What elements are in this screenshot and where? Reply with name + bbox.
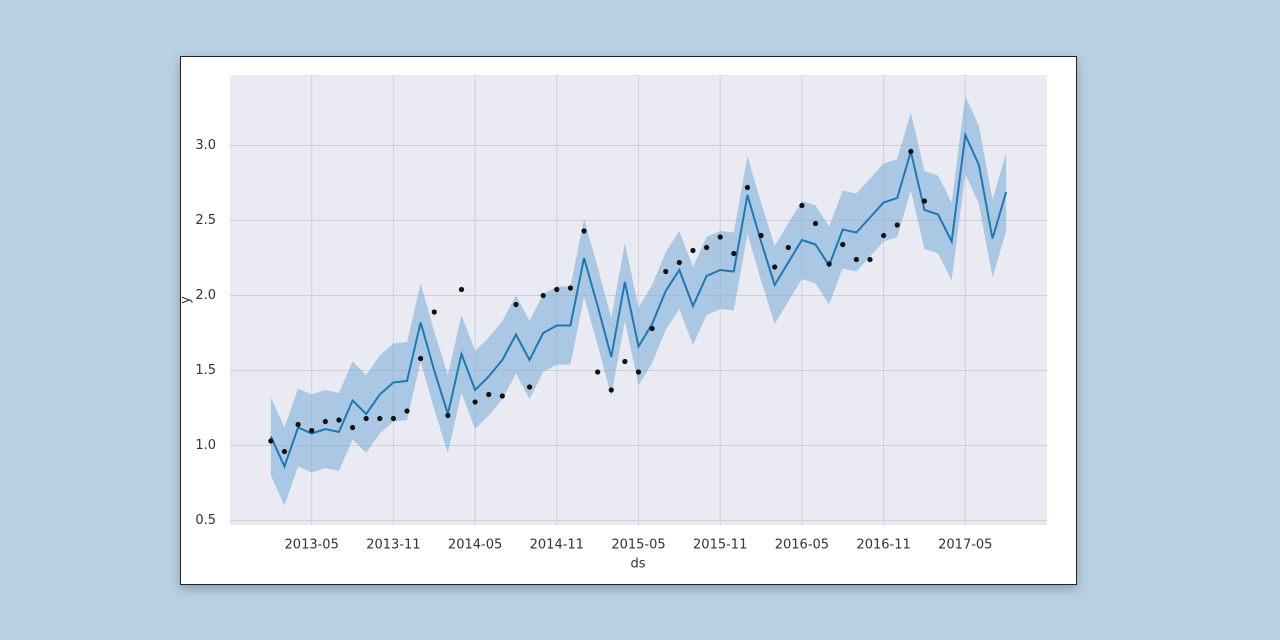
observed-point: [881, 232, 887, 239]
observed-point: [812, 220, 819, 227]
observed-point: [608, 387, 614, 393]
observed-point: [840, 241, 846, 248]
x-tick-label: 2015-11: [693, 538, 747, 553]
observed-point: [349, 424, 356, 431]
observed-point: [458, 286, 465, 293]
observed-point: [894, 222, 900, 228]
observed-point: [445, 412, 451, 419]
observed-point: [595, 369, 601, 375]
uncertainty-band: [270, 96, 1007, 506]
observed-point: [690, 247, 696, 254]
observed-point: [826, 261, 832, 267]
observed-point: [336, 417, 342, 423]
x-tick-label: 2013-05: [285, 538, 339, 553]
y-tick-label: 1.5: [195, 363, 216, 378]
observed-point: [390, 415, 396, 422]
observed-point: [295, 421, 301, 428]
observed-point: [867, 256, 873, 263]
observed-point: [744, 184, 751, 191]
observed-point: [772, 264, 778, 270]
observed-point: [472, 399, 478, 405]
observed-point: [418, 355, 424, 362]
y-tick-label: 3.0: [195, 138, 216, 153]
observed-point: [622, 358, 628, 365]
observed-point: [703, 244, 710, 251]
y-tick-label: 2.0: [195, 288, 216, 303]
x-tick-label: 2017-05: [938, 538, 992, 553]
observed-point: [908, 148, 914, 155]
y-tick-label: 0.5: [195, 513, 216, 528]
observed-point: [513, 301, 519, 308]
x-tick-label: 2014-11: [530, 538, 584, 553]
observed-point: [758, 232, 764, 239]
observed-point: [526, 384, 533, 390]
x-axis-label: ds: [630, 557, 645, 572]
x-tick-label: 2013-11: [366, 538, 420, 553]
observed-point: [921, 198, 928, 204]
observed-point: [431, 309, 437, 315]
observed-point: [322, 418, 328, 425]
observed-point: [731, 250, 737, 257]
observed-point: [363, 415, 369, 422]
observed-point: [663, 268, 669, 275]
x-tick-label: 2014-05: [448, 538, 502, 553]
observed-point: [540, 292, 546, 299]
observed-point: [785, 244, 791, 251]
forecast-line: [269, 131, 1008, 470]
observed-point: [268, 438, 274, 444]
observed-point: [853, 256, 859, 263]
observed-point: [635, 369, 642, 375]
observed-point: [717, 234, 723, 240]
observed-point: [554, 286, 560, 293]
observed-point: [581, 228, 587, 234]
observed-point: [309, 427, 315, 434]
observed-point: [676, 259, 682, 266]
y-axis-label: y: [179, 296, 194, 304]
x-tick-label: 2015-05: [611, 538, 665, 553]
observed-point: [799, 202, 805, 209]
observed-point: [377, 415, 383, 422]
observed-point: [486, 391, 492, 398]
observed-point: [404, 408, 410, 414]
y-tick-label: 2.5: [195, 213, 216, 228]
observed-point: [281, 448, 288, 455]
x-tick-label: 2016-11: [856, 538, 910, 553]
observed-point: [649, 325, 655, 332]
observed-point: [567, 285, 574, 291]
x-tick-label: 2016-05: [775, 538, 829, 553]
observed-point: [499, 393, 505, 399]
y-tick-label: 1.0: [195, 438, 216, 453]
